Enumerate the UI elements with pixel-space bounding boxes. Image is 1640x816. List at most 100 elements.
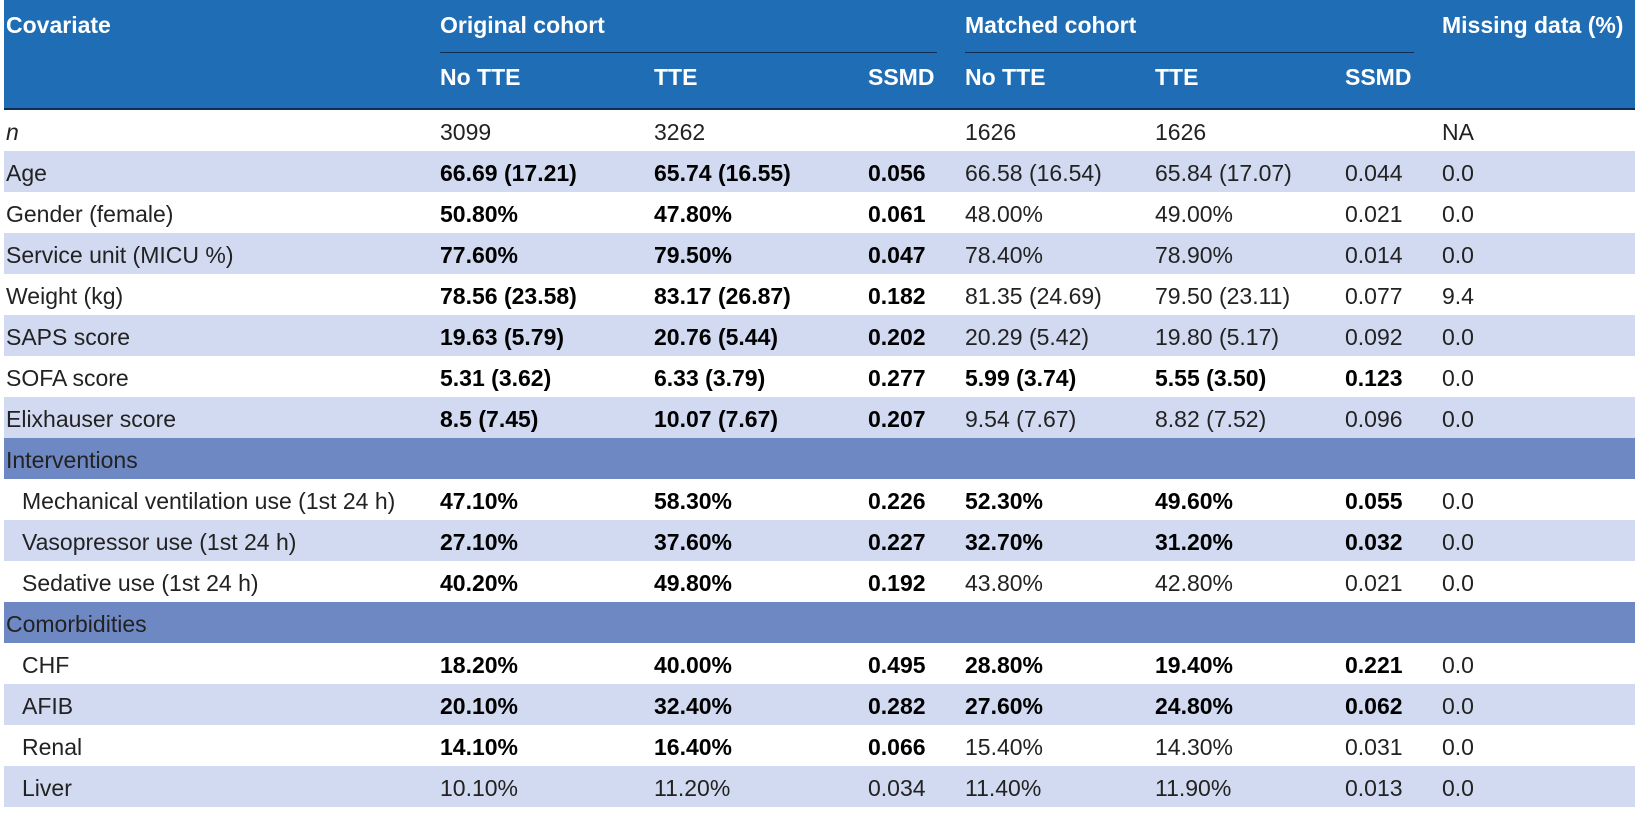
- cell: 0.0: [1442, 570, 1474, 596]
- cell: 10.10%: [440, 775, 519, 801]
- cell: 66.69 (17.21): [440, 160, 577, 186]
- table-header: Covariate Original cohort Matched cohort…: [4, 0, 1635, 110]
- cell: 0.013: [1345, 775, 1403, 801]
- group-rule: [440, 52, 937, 53]
- row-label: SAPS score: [6, 324, 130, 350]
- row-label: CHF: [22, 652, 70, 678]
- cell: 14.30%: [1155, 734, 1234, 760]
- cell: 0.0: [1442, 201, 1474, 227]
- cell: 43.80%: [965, 570, 1044, 596]
- cell: 0.031: [1345, 734, 1403, 760]
- cell: 6.33 (3.79): [654, 365, 766, 391]
- subheader: TTE: [1155, 64, 1199, 90]
- cell: 0.0: [1442, 775, 1474, 801]
- cell: 49.60%: [1155, 488, 1234, 514]
- cell: 0.192: [868, 570, 926, 596]
- cell: 32.70%: [965, 529, 1044, 555]
- cell: 47.80%: [654, 201, 733, 227]
- cell: 5.99 (3.74): [965, 365, 1077, 391]
- table-row: Elixhauser score 8.5 (7.45) 10.07 (7.67) 0.…: [4, 397, 1635, 438]
- cell: 0.044: [1345, 160, 1403, 186]
- cell: 0.062: [1345, 693, 1403, 719]
- row-label: SOFA score: [6, 365, 129, 391]
- cell: 3099: [440, 119, 492, 145]
- cell: 20.76 (5.44): [654, 324, 779, 350]
- cell: 0.0: [1442, 529, 1474, 555]
- cell: 10.07 (7.67): [654, 406, 779, 432]
- group-header: Matched cohort: [965, 12, 1137, 38]
- cell: 20.29 (5.42): [965, 324, 1090, 350]
- cell: 8.5 (7.45): [440, 406, 539, 432]
- cell: 0.226: [868, 488, 926, 514]
- row-label: Weight (kg): [6, 283, 124, 309]
- cell: 0.055: [1345, 488, 1403, 514]
- row-label: Service unit (MICU %): [6, 242, 234, 268]
- row-label: n: [6, 119, 19, 145]
- cell: 49.00%: [1155, 201, 1234, 227]
- cell: 11.20%: [654, 775, 731, 801]
- cell: 18.20%: [440, 652, 519, 678]
- row-label: Sedative use (1st 24 h): [22, 570, 259, 596]
- table-row: SOFA score 5.31 (3.62) 6.33 (3.79) 0.277 5.9…: [4, 356, 1635, 397]
- cell: 0.061: [868, 201, 926, 227]
- table-row: AFIB 20.10% 32.40% 0.282 27.60% 24.80% 0.062 0.…: [4, 684, 1635, 725]
- cell: 49.80%: [654, 570, 733, 596]
- cell: 0.227: [868, 529, 926, 555]
- cell: 0.282: [868, 693, 926, 719]
- cell: 0.277: [868, 365, 926, 391]
- cell: 0.221: [1345, 652, 1403, 678]
- section-row: Interventions: [4, 438, 1635, 479]
- cell: 0.096: [1345, 406, 1403, 432]
- row-label: Mechanical ventilation use (1st 24 h): [22, 488, 396, 514]
- cell: 77.60%: [440, 242, 519, 268]
- cell: 1626: [1155, 119, 1207, 145]
- header-cell: Missing data (%): [1442, 12, 1624, 38]
- subheader: SSMD: [868, 64, 935, 90]
- cell: 28.80%: [965, 652, 1044, 678]
- section-label: Comorbidities: [6, 611, 147, 637]
- cell: 83.17 (26.87): [654, 283, 791, 309]
- cell: 37.60%: [654, 529, 733, 555]
- cell: 0.123: [1345, 365, 1403, 391]
- group-rule: [965, 52, 1414, 53]
- cell: 0.077: [1345, 283, 1403, 309]
- cell: 52.30%: [965, 488, 1044, 514]
- cell: 8.82 (7.52): [1155, 406, 1267, 432]
- cell: 27.60%: [965, 693, 1044, 719]
- cell: 0.034: [868, 775, 926, 801]
- cell: 19.63 (5.79): [440, 324, 565, 350]
- cell: 0.0: [1442, 242, 1474, 268]
- cell: 0.0: [1442, 365, 1474, 391]
- cell: 66.58 (16.54): [965, 160, 1102, 186]
- cell: 11.90%: [1155, 775, 1232, 801]
- cell: 78.40%: [965, 242, 1044, 268]
- cell: 65.84 (17.07): [1155, 160, 1292, 186]
- section-label: Interventions: [6, 447, 138, 473]
- cell: 9.4: [1442, 283, 1474, 309]
- cell: 32.40%: [654, 693, 733, 719]
- cell: 0.202: [868, 324, 926, 350]
- table-row: Vasopressor use (1st 24 h) 27.10% 37.60% 0.…: [4, 520, 1635, 561]
- cell: 0.182: [868, 283, 926, 309]
- cell: 0.092: [1345, 324, 1403, 350]
- cell: 0.0: [1442, 324, 1474, 350]
- cell: 81.35 (24.69): [965, 283, 1102, 309]
- cell: 19.80 (5.17): [1155, 324, 1280, 350]
- cell: 24.80%: [1155, 693, 1234, 719]
- table-row: Service unit (MICU %) 77.60% 79.50% 0.047 78…: [4, 233, 1635, 274]
- header-cell: Covariate: [6, 12, 111, 38]
- subheader: TTE: [654, 64, 698, 90]
- table-row: Weight (kg) 78.56 (23.58) 83.17 (26.87) 0.1…: [4, 274, 1635, 315]
- row-label: Vasopressor use (1st 24 h): [22, 529, 297, 555]
- cell: 31.20%: [1155, 529, 1234, 555]
- cell: 16.40%: [654, 734, 733, 760]
- cell: 50.80%: [440, 201, 519, 227]
- cell: 0.0: [1442, 160, 1474, 186]
- cell: 0.056: [868, 160, 926, 186]
- table-row: CHF 18.20% 40.00% 0.495 28.80% 19.40% 0.221 0.0: [4, 643, 1635, 684]
- cell: 0.0: [1442, 652, 1474, 678]
- cell: 58.30%: [654, 488, 733, 514]
- row-label: AFIB: [22, 693, 74, 719]
- cell: 78.90%: [1155, 242, 1234, 268]
- cell: 3262: [654, 119, 706, 145]
